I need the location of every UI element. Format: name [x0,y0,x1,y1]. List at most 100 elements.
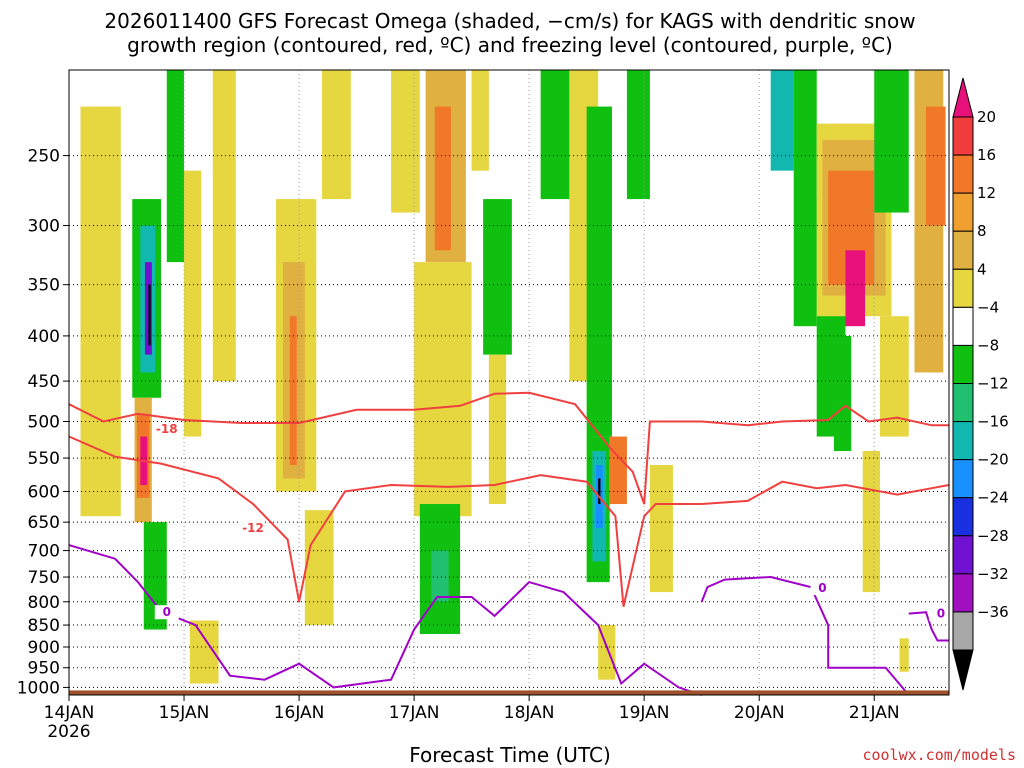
colorbar-label: −8 [977,336,999,354]
omega-cell [391,70,420,213]
omega-cell [488,354,507,505]
y-tick-label: 800 [28,593,60,613]
x-tick-label: 16JAN [274,703,325,723]
grid-lines [69,70,949,695]
omega-cell [845,250,866,327]
colorbar-swatch [952,459,974,499]
ground-surface [69,690,949,695]
omega-cell [414,262,472,517]
omega-cell [304,510,334,626]
colorbar-swatch [952,306,974,346]
y-tick-label: 950 [28,659,60,679]
contour-label: 0 [163,605,171,619]
omega-cell [166,70,185,263]
omega-cell [143,522,167,630]
y-tick-label: 350 [28,276,60,296]
contour-label-bg [241,521,266,536]
y-tick-label: 900 [28,638,60,658]
y-tick-label: 750 [28,568,60,588]
x-tick-label: 18JAN [504,703,555,723]
credit-text: coolwx.com/models [862,746,1016,764]
colorbar-label: −4 [977,298,999,316]
colorbar-swatch [952,573,974,613]
colorbar-label: −16 [977,413,1009,431]
omega-cell [833,335,852,452]
omega-cell [598,625,616,680]
x-tick-label: 17JAN [389,703,440,723]
colorbar-swatch [952,230,974,270]
y-axis: 2503003504004505005506006507007508008509… [17,147,69,698]
chart-title-line1: 2026011400 GFS Forecast Omega (shaded, −… [104,9,915,33]
contour-label: 0 [937,607,945,621]
x-axis-label: Forecast Time (UTC) [409,743,611,767]
y-tick-label: 400 [28,327,60,347]
contour-label-bg [154,422,179,437]
colorbar-label: 8 [977,222,987,240]
colorbar-swatch [952,344,974,384]
contour-label: -18 [156,422,178,436]
chart-title-line2: growth region (contoured, red, ºC) and f… [127,33,893,57]
contour-label: -12 [242,521,264,535]
omega-cell [649,464,673,593]
y-tick-label: 250 [28,147,60,167]
y-tick-label: 450 [28,372,60,392]
colorbar-swatch [952,383,974,423]
x-tick-label: 19JAN [619,703,670,723]
omega-cell [793,70,817,327]
omega-cell [184,170,202,437]
omega-cell [322,70,351,200]
x-tick-label: 21JAN [849,703,900,723]
colorbar-swatch [952,611,974,651]
omega-shading [80,70,946,684]
colorbar-swatch [952,535,974,575]
y-tick-label: 300 [28,217,60,237]
omega-cell [862,451,880,593]
omega-cell [879,316,909,437]
colorbar-swatch [952,268,974,308]
colorbar-label: −20 [977,451,1009,469]
colorbar-label: 16 [977,146,996,164]
contour-line [68,435,950,607]
colorbar-swatch [952,192,974,232]
omega-cell [770,70,794,171]
colorbar-label: 4 [977,260,987,278]
y-tick-label: 700 [28,542,60,562]
omega-cell [431,550,449,602]
omega-cell [626,70,650,200]
contour-label-bg [154,605,179,620]
omega-cell [925,106,946,226]
y-tick-label: 500 [28,413,60,433]
omega-cell [540,70,570,200]
colorbar-top-arrow [952,77,974,118]
colorbar-label: −36 [977,603,1009,621]
contour-label-bg [810,581,835,596]
colorbar-swatch [952,421,974,461]
omega-cell [471,70,489,171]
colorbar-swatch [952,116,974,156]
colorbar-label: −32 [977,565,1009,583]
omega-cell [289,316,297,465]
x-tick-label: 15JAN [159,703,210,723]
omega-cell [483,199,512,355]
omega-cell [212,70,236,382]
y-tick-label: 650 [28,513,60,533]
y-tick-label: 850 [28,616,60,636]
colorbar-swatch [952,154,974,194]
colorbar-swatch [952,497,974,537]
contour-label: 0 [818,581,826,595]
x-tick-sublabel: 2026 [47,722,90,742]
x-tick-label: 14JAN [44,703,95,723]
colorbar-bottom-arrow [952,649,974,691]
colorbar-label: −12 [977,375,1009,393]
plot-area: -18 -12 0 0 0 [68,69,953,696]
omega-cell [80,106,121,517]
x-tick-label: 20JAN [734,703,785,723]
omega-cell [148,284,151,346]
colorbar: 20 16 12 8 4 −4 −8 −12 −16 −20 −24 −28 −32 −36 [952,77,1009,691]
omega-cell [598,478,601,505]
colorbar-label: −28 [977,527,1009,545]
y-tick-label: 600 [28,482,60,502]
y-tick-label: 550 [28,449,60,469]
